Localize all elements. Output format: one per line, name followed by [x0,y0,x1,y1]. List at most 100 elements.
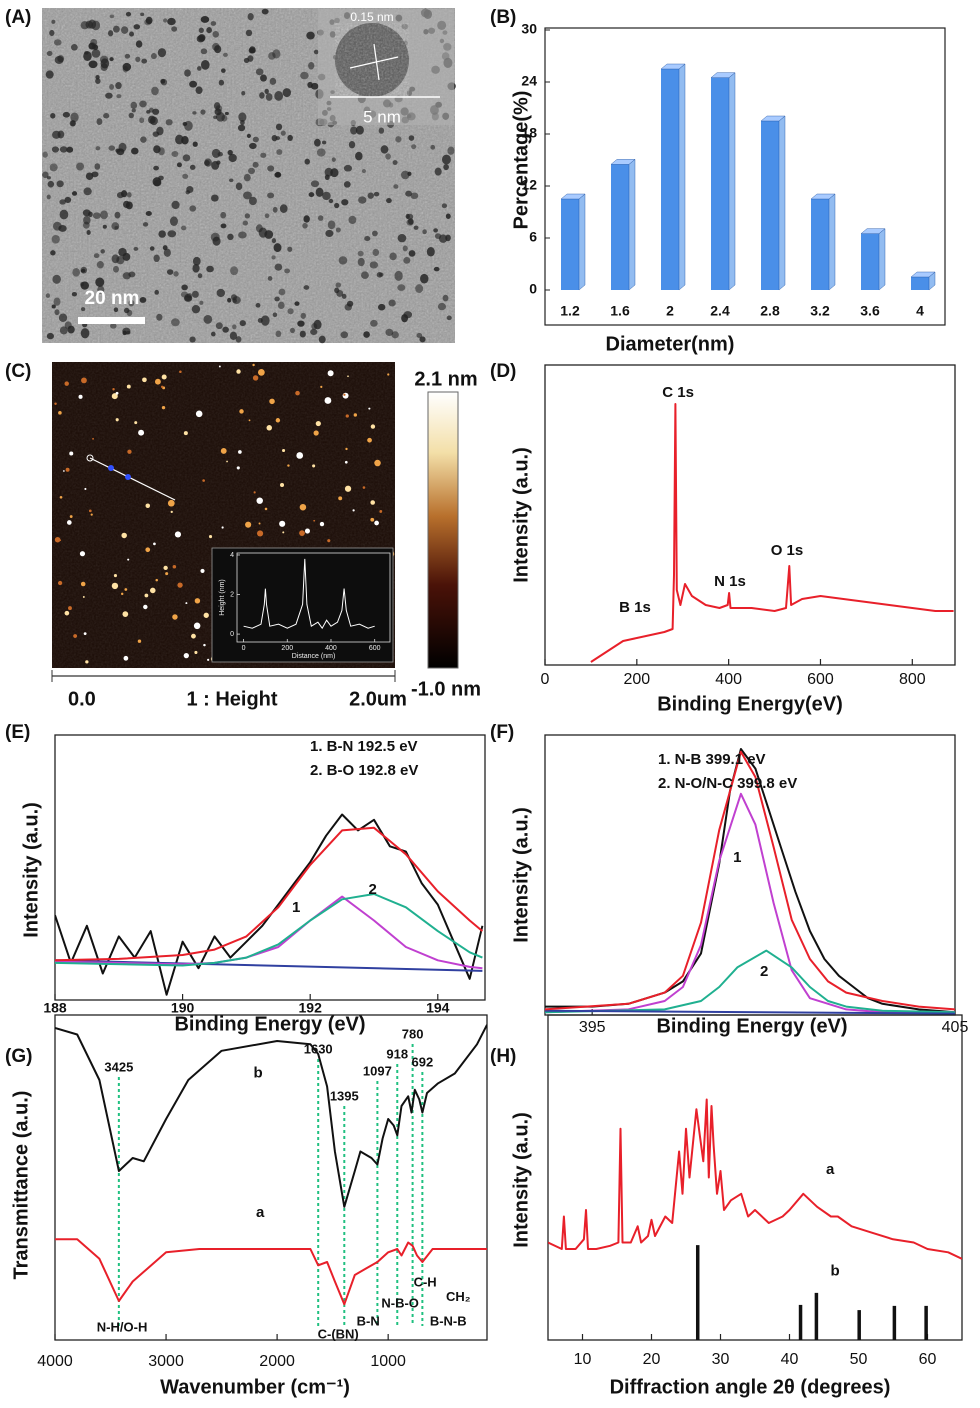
nanoparticle [274,91,284,101]
nanoparticle [324,167,333,177]
nanoparticle [221,68,226,73]
nanoparticle [287,134,293,142]
bar-side [878,228,886,291]
nanoparticle [316,148,326,157]
afm-dot [185,602,188,605]
profile-marker [108,465,114,471]
annotation: a [826,1161,835,1178]
nanoparticle [149,246,155,251]
nanoparticle [314,138,321,147]
plot-area [55,813,484,996]
annotation: B-N [357,1314,380,1329]
nanoparticle [244,213,251,219]
nanoparticle [259,92,265,99]
colorbar-min: -1.0 nm [411,678,481,700]
afm-dot [315,420,321,427]
nanoparticle [367,192,374,199]
annotation: 2 [369,881,377,898]
inset-y-tick-label: 2 [230,591,234,598]
annotation: N 1s [714,573,746,590]
nanoparticle [348,215,357,225]
nanoparticle [264,213,270,219]
x-axis-title: Binding Energy (eV) [174,1013,365,1035]
nanoparticle [58,313,68,323]
nanoparticle [53,297,61,306]
nanoparticle [92,212,101,219]
afm-dot [126,384,131,389]
nanoparticle [230,294,237,301]
nanoparticle [45,70,54,79]
nanoparticle [211,148,221,159]
nanoparticle [139,297,147,303]
nanoparticle [116,191,124,199]
nanoparticle [175,134,184,145]
nanoparticle [275,123,283,131]
nanoparticle [271,238,277,244]
afm-dot [155,578,158,582]
afm-dot [327,370,334,377]
panel-label: (C) [5,361,31,382]
nanoparticle [133,24,141,30]
nanoparticle [146,109,151,114]
nanoparticle [96,118,103,126]
lattice-line [349,56,399,69]
nanoparticle [165,119,173,126]
afm-dot [160,385,164,389]
x-tick-label: 400 [715,671,742,688]
nanoparticle [192,256,201,266]
y-axis-title: Percentage(%) [510,91,532,230]
series-line [545,792,955,1014]
nanoparticle [95,146,101,151]
bar [710,72,736,291]
annotation: b [830,1263,839,1280]
nanoparticle [122,330,127,336]
nanoparticle [46,50,53,56]
afm-dot [145,503,151,508]
nanoparticle [203,314,213,324]
annotation: b [254,1064,263,1081]
bar-front [811,199,829,290]
nanoparticle [50,113,56,119]
nanoparticle [128,299,135,307]
nanoparticle [447,146,455,155]
afm-dot [90,513,93,516]
nanoparticle [67,325,75,334]
nanoparticle [167,230,177,238]
nanoparticle [258,227,268,238]
nanoparticle [441,203,448,209]
nanoparticle [80,328,90,339]
panel-label: (E) [5,722,30,743]
scan-axis-label: 2.0um [349,688,407,710]
nanoparticle [113,307,119,313]
nanoparticle [328,198,334,204]
nanoparticle [271,134,278,142]
legend-entry: 1. N-B 399.1 eV [658,751,766,768]
nanoparticle [408,250,416,257]
bar [610,158,636,291]
afm-dot [79,551,86,557]
nanoparticle [324,174,330,181]
bar-front [611,164,629,290]
afm-dot [327,539,331,543]
nanoparticle [335,227,341,233]
nanoparticle [344,303,352,311]
afm-dot [85,660,89,664]
nanoparticle [100,210,108,220]
nanoparticle [116,94,122,99]
nanoparticle [171,26,178,32]
afm-dot [137,639,142,643]
afm-dot [362,486,366,489]
afm-dot [338,496,343,501]
nanoparticle [229,331,238,340]
nanoparticle [389,252,397,261]
afm-dot [194,650,198,654]
profile-line [89,457,176,501]
bar-top [760,115,786,122]
nanoparticle [243,191,252,200]
afm-dot [352,509,355,512]
nanoparticle [300,71,309,80]
afm-dot [183,431,188,436]
x-tick-label: 800 [899,671,926,688]
nanoparticle [82,209,91,217]
nanoparticle [102,224,107,229]
